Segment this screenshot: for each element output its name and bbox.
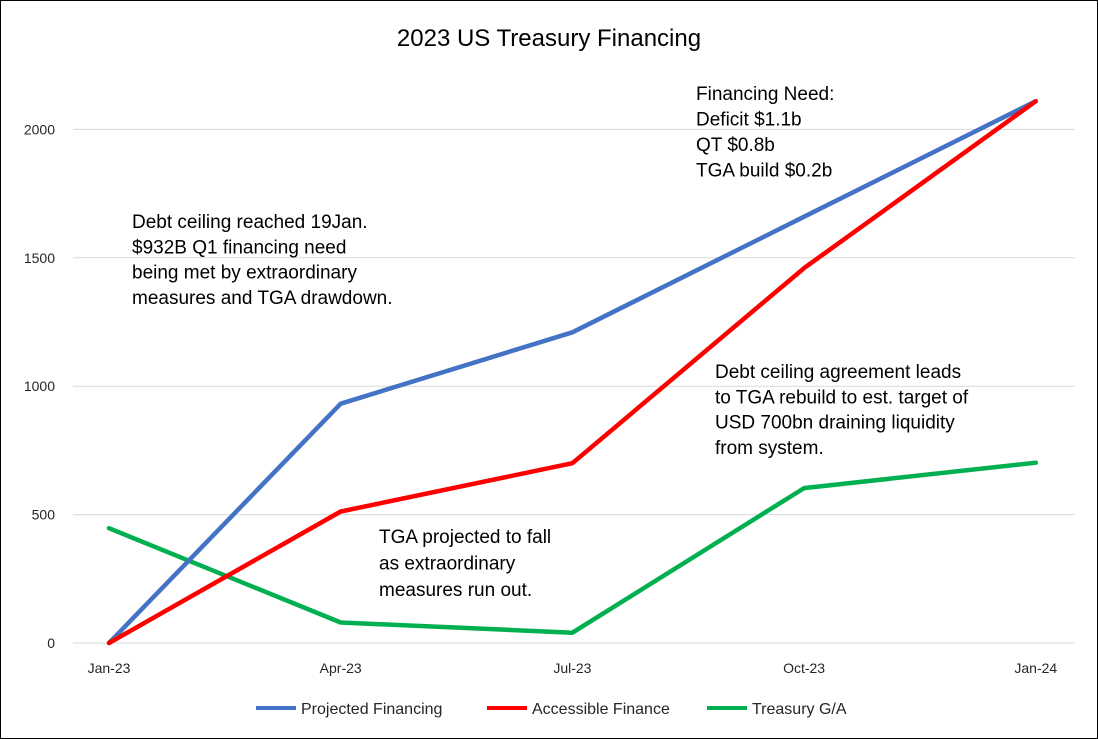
annotation: Debt ceiling agreement leads to TGA rebui… bbox=[715, 362, 969, 459]
annotation-line: $932B Q1 financing need bbox=[132, 237, 346, 258]
annotation-line: being met by extraordinary bbox=[132, 263, 357, 284]
annotation-line: from system. bbox=[715, 438, 824, 459]
annotation-line: USD 700bn draining liquidity bbox=[715, 413, 955, 434]
annotation-line: to TGA rebuild to est. target of bbox=[715, 387, 969, 408]
gridlines bbox=[73, 128, 1075, 644]
y-axis-ticks: 0 500 1000 1500 2000 bbox=[24, 121, 55, 651]
legend-label: Accessible Finance bbox=[532, 701, 670, 718]
annotation: Financing Need: Deficit $1.1b QT $0.8b TGA … bbox=[696, 84, 834, 182]
y-tick-label: 1500 bbox=[24, 250, 55, 266]
y-tick-label: 1000 bbox=[24, 378, 55, 394]
x-axis-ticks: Jan-23 Apr-23 Jul-23 Oct-23 Jan-24 bbox=[88, 660, 1058, 676]
annotations: Financing Need: Deficit $1.1b QT $0.8b TGA … bbox=[132, 84, 969, 601]
annotation-line: Deficit $1.1b bbox=[696, 110, 802, 131]
y-tick-label: 500 bbox=[32, 507, 56, 523]
x-tick-label: Jan-24 bbox=[1014, 660, 1057, 676]
series-line-1 bbox=[106, 98, 1039, 646]
x-tick-label: Oct-23 bbox=[783, 660, 825, 676]
annotation-line: QT $0.8b bbox=[696, 135, 775, 156]
chart-title: 2023 US Treasury Financing bbox=[397, 25, 701, 52]
annotation-line: measures run out. bbox=[379, 580, 532, 601]
series-line-0 bbox=[106, 98, 1039, 646]
annotation-line: TGA build $0.2b bbox=[696, 161, 832, 182]
annotation-line: Debt ceiling reached 19Jan. bbox=[132, 212, 368, 233]
y-tick-label: 0 bbox=[47, 635, 55, 651]
annotation: TGA projected to fall as extraordinary mea… bbox=[379, 527, 551, 601]
y-tick-label: 2000 bbox=[24, 121, 55, 137]
x-tick-label: Apr-23 bbox=[320, 660, 362, 676]
annotation-line: Debt ceiling agreement leads bbox=[715, 362, 961, 383]
x-tick-label: Jan-23 bbox=[88, 660, 131, 676]
annotation-line: TGA projected to fall bbox=[379, 527, 551, 548]
legend-label: Treasury G/A bbox=[752, 701, 847, 718]
series-lines bbox=[106, 98, 1039, 646]
annotation: Debt ceiling reached 19Jan. $932B Q1 fina… bbox=[132, 212, 393, 309]
annotation-line: Financing Need: bbox=[696, 84, 834, 105]
annotation-line: measures and TGA drawdown. bbox=[132, 288, 393, 309]
series-line-2 bbox=[106, 460, 1039, 635]
legend-label: Projected Financing bbox=[301, 701, 442, 718]
legend: Projected Financing Accessible Finance Tre… bbox=[256, 701, 847, 718]
x-tick-label: Jul-23 bbox=[553, 660, 591, 676]
annotation-line: as extraordinary bbox=[379, 554, 516, 575]
